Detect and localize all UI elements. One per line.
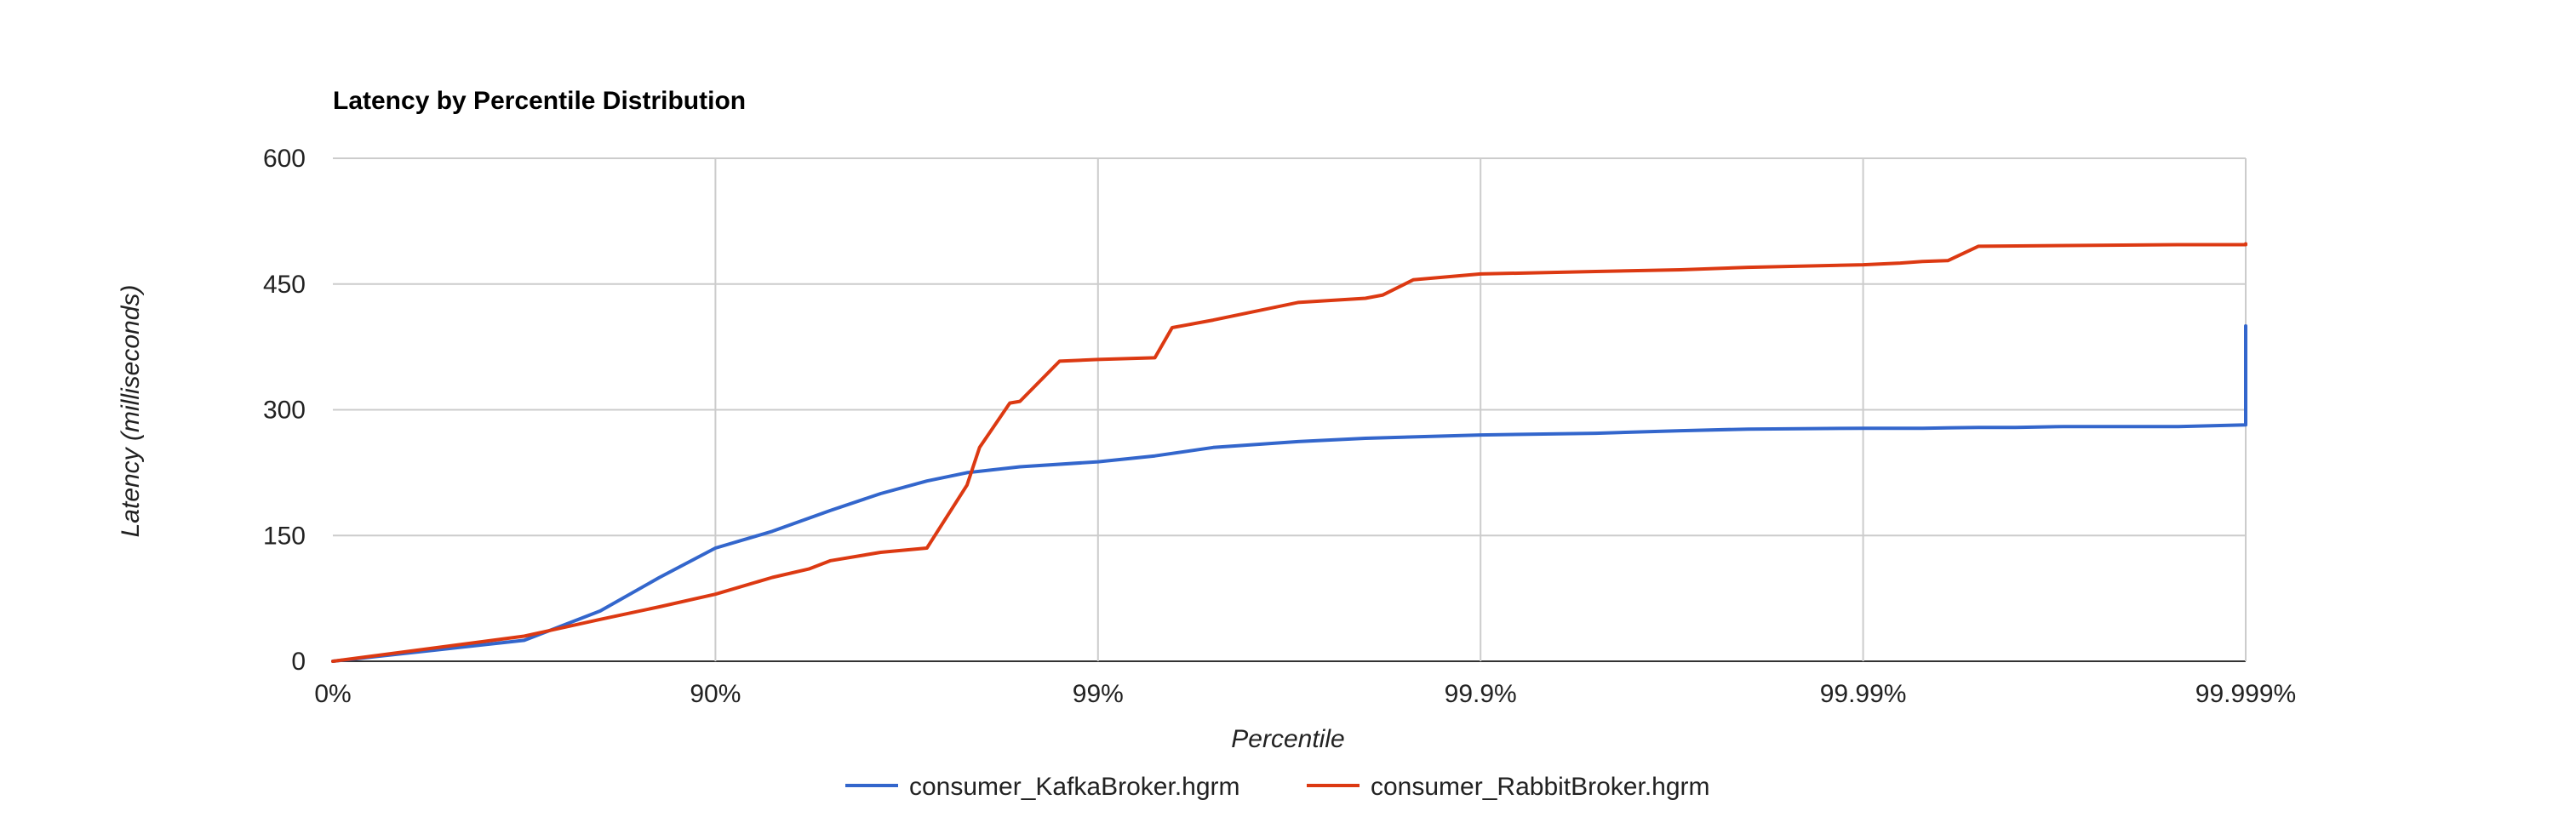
y-axis-title: Latency (milliseconds) — [117, 285, 145, 538]
series-line-kafka — [331, 324, 2247, 663]
grid-layer — [333, 157, 2247, 662]
y-tick-label: 300 — [263, 397, 306, 425]
x-tick-label: 99.99% — [1820, 680, 1907, 708]
x-tick-label: 99% — [1073, 680, 1124, 708]
series-line-rabbit — [331, 242, 2247, 663]
y-tick-label: 0 — [291, 648, 306, 676]
legend: consumer_KafkaBroker.hgrm consumer_Rabbit… — [845, 773, 1710, 801]
legend-item: consumer_KafkaBroker.hgrm — [845, 773, 1240, 801]
y-tick-label: 600 — [263, 145, 306, 173]
series-layer — [331, 242, 2247, 663]
legend-label: consumer_RabbitBroker.hgrm — [1371, 773, 1710, 801]
tick-labels: 0 150 300 450 600 0% 90% 99% 99.9% 99.99% 99.999% — [263, 145, 2296, 708]
x-axis-title: Percentile — [1231, 725, 1344, 753]
legend-item: consumer_RabbitBroker.hgrm — [1307, 773, 1710, 801]
y-tick-label: 150 — [263, 522, 306, 550]
chart-title: Latency by Percentile Distribution — [333, 87, 746, 115]
x-tick-label: 0% — [314, 680, 351, 708]
legend-label: consumer_KafkaBroker.hgrm — [909, 773, 1240, 801]
x-tick-label: 99.999% — [2195, 680, 2296, 708]
x-tick-label: 99.9% — [1445, 680, 1517, 708]
y-tick-label: 450 — [263, 271, 306, 299]
x-tick-label: 90% — [690, 680, 741, 708]
